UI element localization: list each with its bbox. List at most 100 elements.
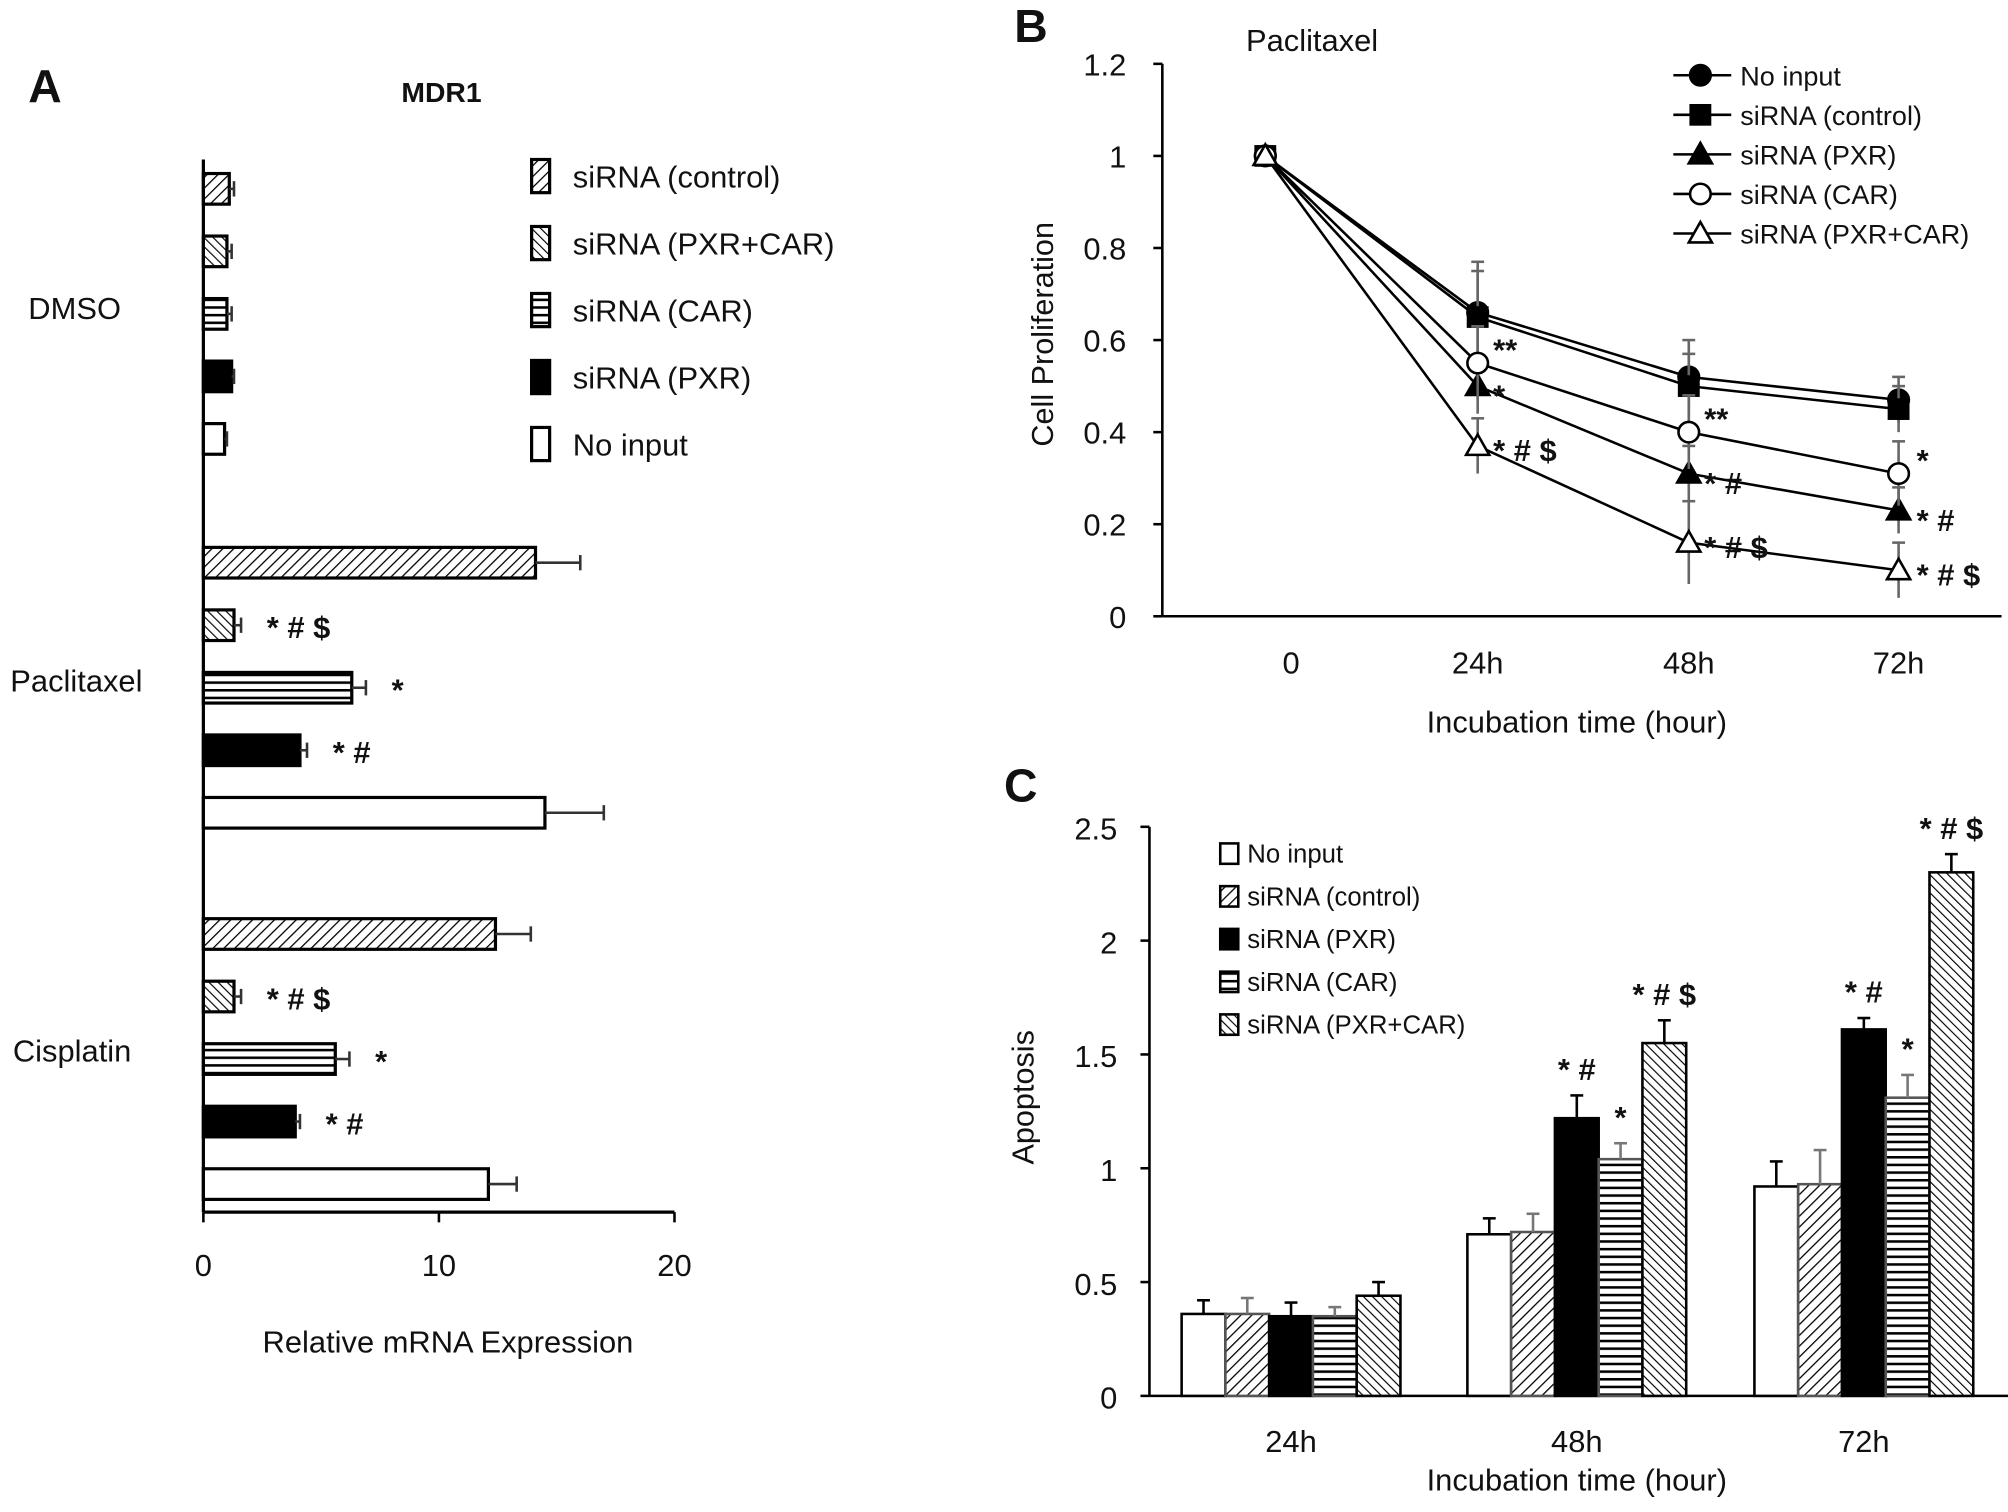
bar-sirna-car-cisplatin [201, 1042, 337, 1076]
significance-label: * # $ [1920, 811, 1984, 846]
point-sirna-pxr-48h [1674, 459, 1703, 484]
point-sirna-pxr-car-24h [1463, 431, 1492, 457]
bar-sirna-pxr-car-cisplatin [201, 979, 236, 1014]
chart-title: Paclitaxel [1246, 23, 1378, 58]
y-tick-label: 0.5 [1074, 1267, 1117, 1302]
legend-label: No input [1247, 841, 1343, 869]
bar-sirna-car-dmso [201, 296, 229, 331]
legend-swatch-sirna-car [529, 291, 552, 329]
x-tick-label: 24h [1265, 1424, 1317, 1459]
bar-sirna-car-paclitaxel [201, 670, 354, 705]
legend-label: No input [573, 428, 688, 463]
point-sirna-control-48h [1677, 375, 1700, 397]
y-tick-label: 2 [1100, 926, 1117, 961]
significance-label: * [375, 1044, 387, 1079]
significance-label: * # $ [1917, 558, 1981, 593]
y-tick-label: 1.2 [1083, 47, 1126, 82]
y-tick-label: 0.2 [1083, 508, 1126, 543]
bar-sirna-pxr-24h [1267, 1314, 1315, 1398]
bar-sirna-pxr-cisplatin [201, 1104, 297, 1139]
x-tick-label: 0 [1282, 646, 1299, 681]
x-tick-label: 48h [1551, 1424, 1603, 1459]
x-axis-label: Incubation time (hour) [1427, 1462, 1727, 1497]
point-sirna-car-48h [1677, 420, 1701, 444]
significance-label: * # $ [1493, 433, 1557, 468]
x-axis-label: Incubation time (hour) [1427, 705, 1727, 740]
x-tick-label: 0 [195, 1248, 212, 1283]
y-tick-label: 1 [1100, 1153, 1117, 1188]
point-sirna-pxr-car-0 [1251, 141, 1280, 167]
significance-label: * # $ [1633, 977, 1697, 1012]
legend-label: siRNA (CAR) [1740, 180, 1898, 210]
panel-label-a: A [28, 60, 61, 112]
x-axis-label: Relative mRNA Expression [263, 1325, 634, 1360]
bar-sirna-car-48h [1597, 1157, 1644, 1398]
point-sirna-control-24h [1466, 306, 1489, 328]
significance-label: * # $ [1704, 530, 1768, 565]
y-axis-label: Apoptosis [1005, 1030, 1040, 1164]
significance-label: * [392, 673, 404, 708]
category-label-dmso: DMSO [28, 291, 121, 326]
y-tick-label: 0.6 [1083, 324, 1126, 359]
significance-label: * # [1704, 466, 1742, 501]
point-sirna-control-72h [1887, 398, 1910, 420]
x-tick-label: 72h [1838, 1424, 1890, 1459]
significance-label: * # [1917, 503, 1955, 538]
y-tick-label: 2.5 [1074, 812, 1117, 847]
bar-sirna-pxr-car-24h [1355, 1294, 1402, 1398]
y-axis-label: Cell Proliferation [1025, 222, 1060, 447]
legend-swatch-no-input [529, 425, 552, 463]
point-sirna-pxr-car-48h [1674, 528, 1703, 553]
point-sirna-pxr-72h [1884, 496, 1913, 521]
bar-no-input-24h [1180, 1312, 1227, 1398]
legend-marker-no-input [1688, 63, 1712, 87]
bar-sirna-control-cisplatin [201, 917, 498, 951]
bar-no-input-48h [1466, 1232, 1513, 1398]
significance-label: ** [1704, 402, 1728, 437]
legend-label: siRNA (CAR) [1247, 969, 1397, 997]
category-label-cisplatin: Cisplatin [13, 1034, 131, 1069]
legend-swatch-no-input [1218, 842, 1240, 866]
legend-marker-sirna-control [1689, 103, 1712, 126]
legend-swatch-sirna-control [529, 157, 552, 195]
line-sirna-pxr [1264, 155, 1899, 512]
y-tick-label: 1 [1109, 140, 1126, 175]
line-sirna-control [1264, 154, 1899, 411]
bar-sirna-pxr-car-paclitaxel [201, 608, 236, 643]
bar-sirna-control-48h [1509, 1230, 1557, 1398]
legend-label: siRNA (PXR+CAR) [573, 227, 835, 262]
bar-sirna-control-24h [1224, 1312, 1271, 1398]
significance-label: * [1493, 379, 1505, 414]
legend-marker-sirna-pxr [1686, 140, 1715, 165]
legend-label: siRNA (control) [1740, 101, 1922, 131]
legend-swatch-sirna-pxr [529, 358, 552, 396]
legend-label: siRNA (CAR) [573, 294, 753, 329]
legend-swatch-sirna-car [1218, 970, 1240, 994]
legend-label: siRNA (PXR) [1247, 926, 1396, 954]
line-no-input [1264, 154, 1899, 402]
significance-label: ** [1493, 333, 1517, 368]
x-tick-label: 24h [1452, 646, 1504, 681]
category-label-paclitaxel: Paclitaxel [10, 664, 142, 699]
legend-swatch-sirna-control [1218, 884, 1240, 908]
y-tick-label: 1.5 [1074, 1039, 1117, 1074]
y-tick-label: 0.8 [1083, 232, 1126, 267]
bar-no-input-cisplatin [201, 1167, 491, 1201]
y-tick-label: 0 [1109, 600, 1126, 635]
line-sirna-pxr-car [1264, 155, 1899, 572]
point-sirna-pxr-car-72h [1884, 556, 1913, 581]
significance-label: * [1902, 1032, 1914, 1067]
bar-no-input-dmso [201, 422, 227, 456]
bar-sirna-car-24h [1311, 1314, 1358, 1398]
legend-label: siRNA (PXR+CAR) [1740, 220, 1969, 250]
legend-swatch-sirna-pxr [1218, 927, 1240, 951]
legend-label: siRNA (PXR) [1740, 141, 1896, 171]
bar-sirna-pxr-paclitaxel [201, 733, 302, 768]
significance-label: * # $ [267, 610, 331, 645]
x-tick-label: 20 [657, 1248, 691, 1283]
x-tick-label: 48h [1663, 646, 1715, 681]
y-tick-label: 0 [1100, 1381, 1117, 1416]
x-tick-label: 10 [422, 1248, 456, 1283]
significance-label: * [1615, 1100, 1627, 1135]
bar-sirna-control-paclitaxel [201, 545, 538, 580]
